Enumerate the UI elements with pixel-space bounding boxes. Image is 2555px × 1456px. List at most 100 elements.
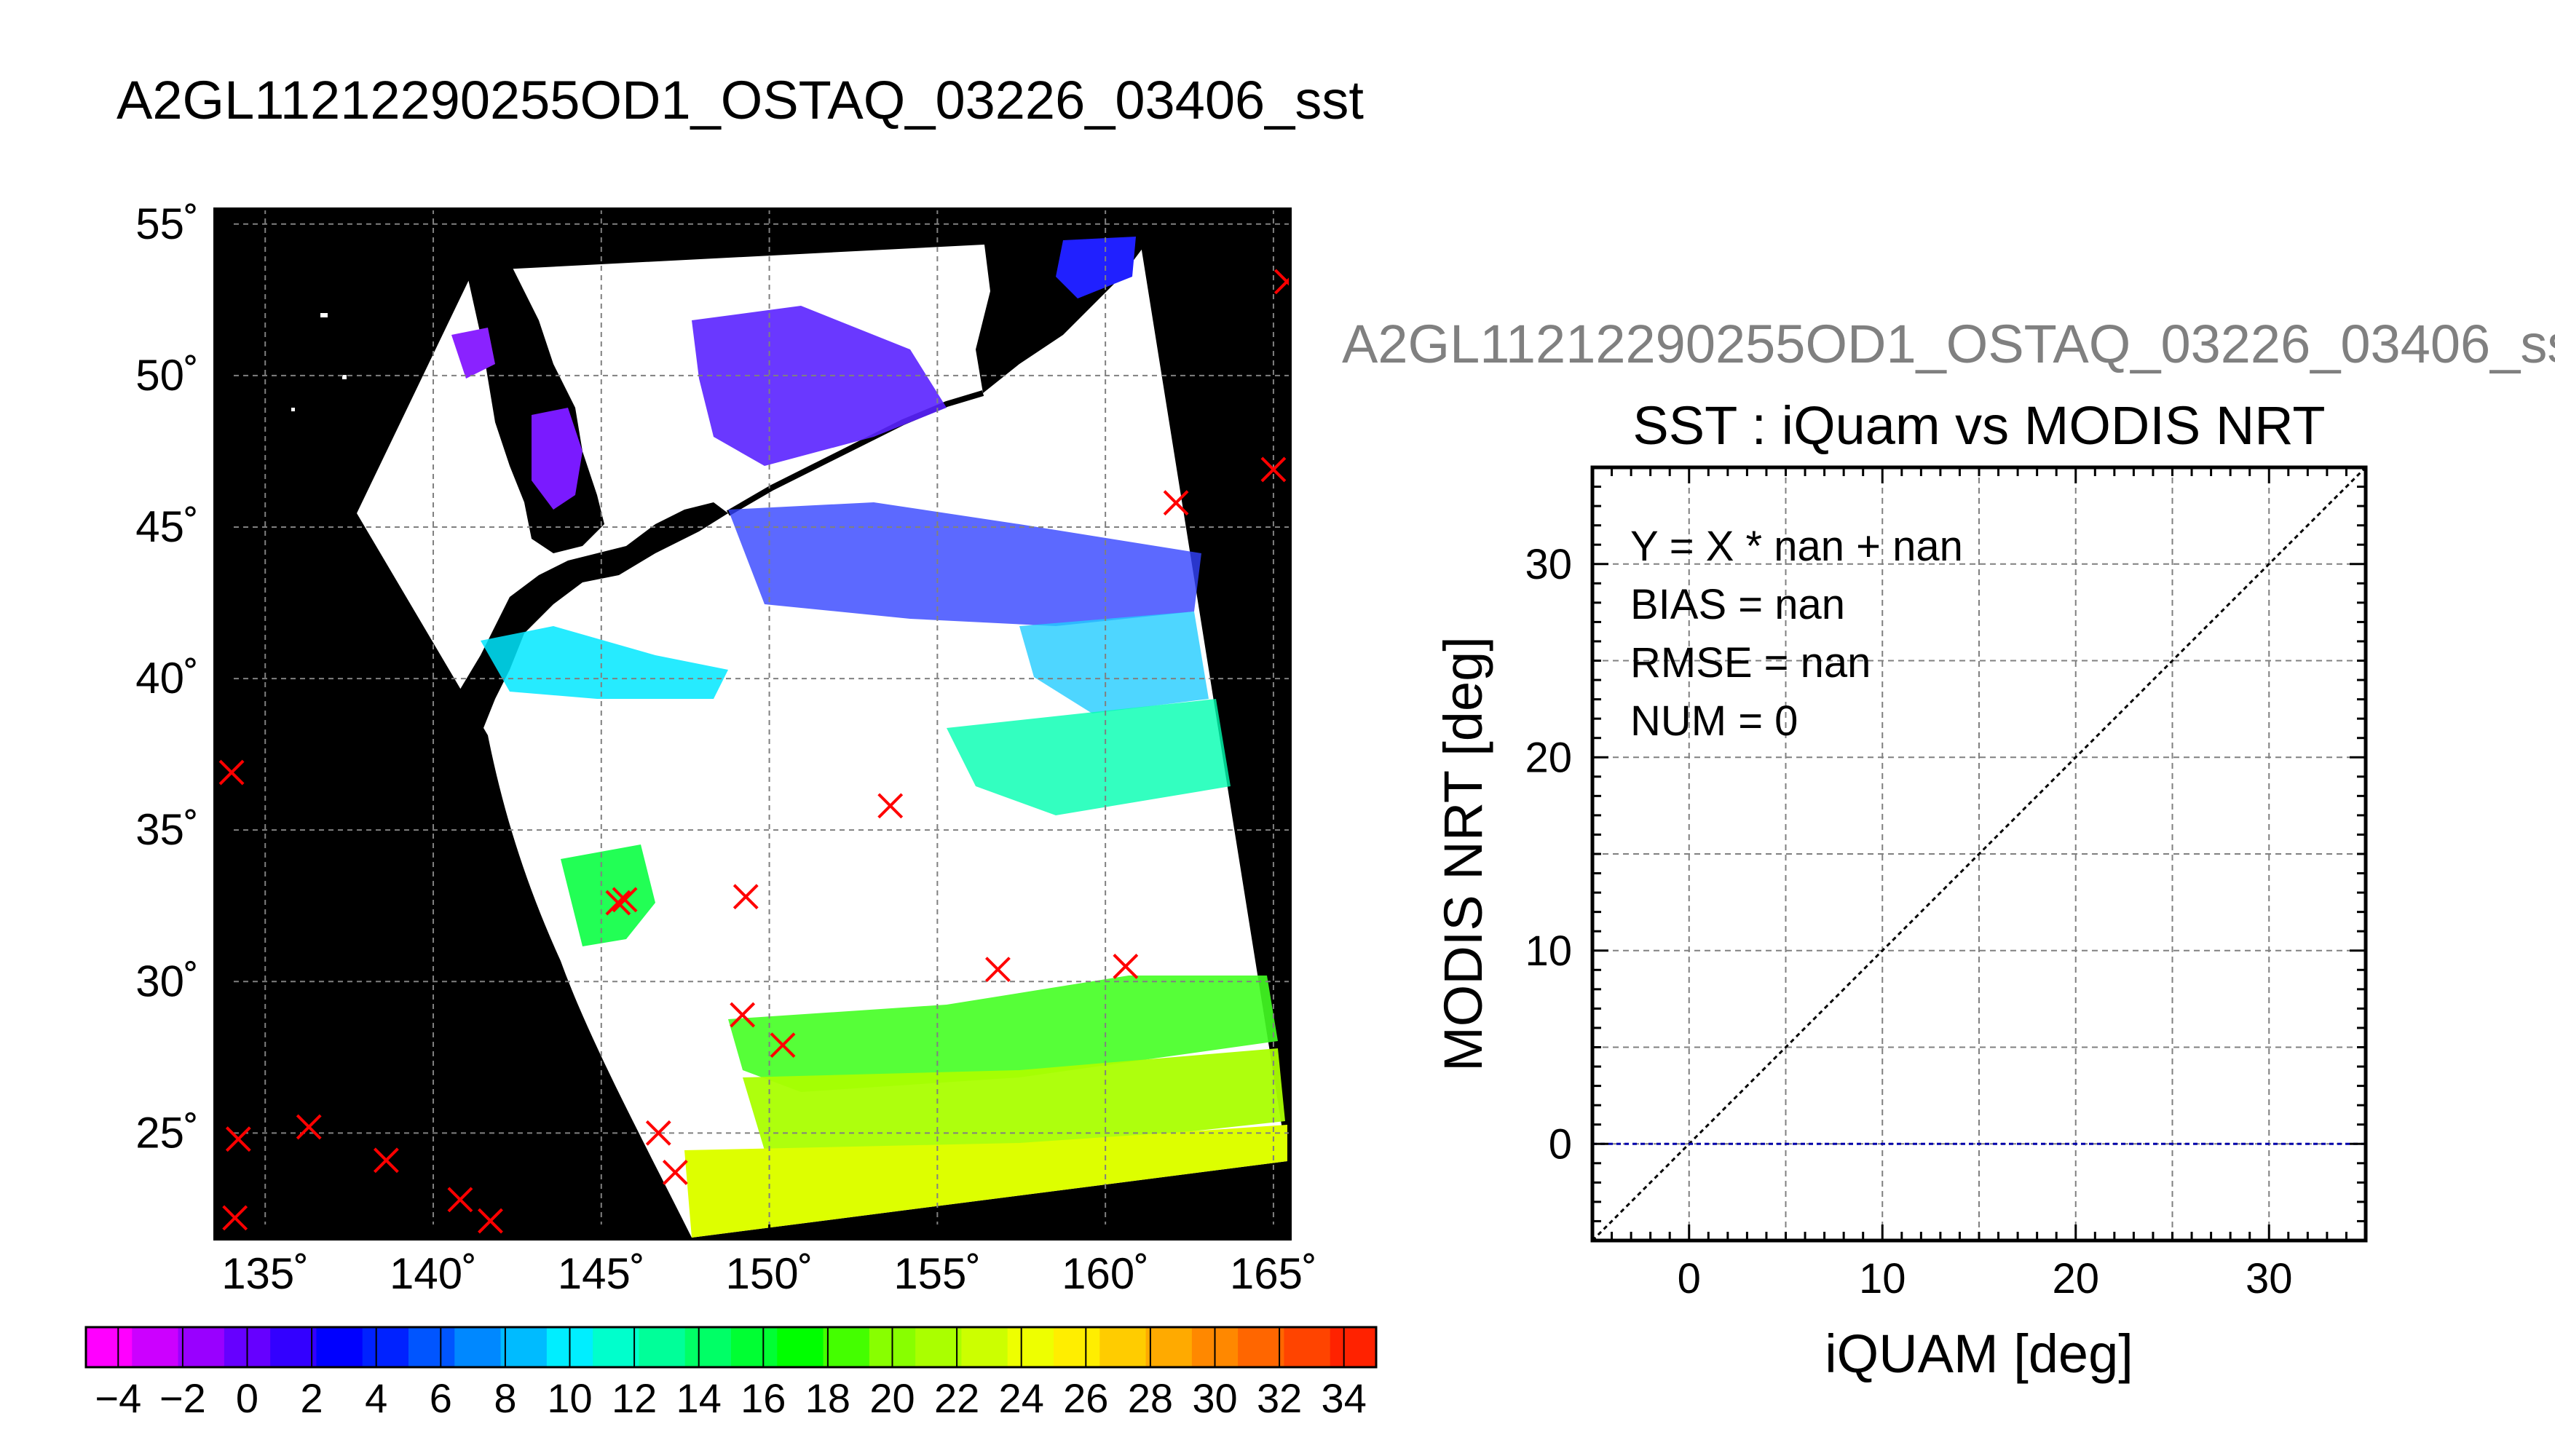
small-islands [291,313,441,441]
matchup-marker [985,957,1011,983]
sst-teal [947,699,1231,815]
sst-yellow [684,1125,1287,1238]
map-y-tick-label: 25˚ [135,1108,199,1157]
colorbar-swatch [915,1327,962,1367]
scatter-annotation: Y = X * nan + nan [1630,523,1963,570]
sst-cyan-east [1019,612,1209,713]
colorbar-swatch [500,1327,548,1367]
map-frame [213,207,1292,1241]
scatter-panel: SST : iQuam vs MODIS NRT 0 10 20 300102030 … [1433,395,2368,1384]
scatter-annotation: BIAS = nan [1630,581,1845,628]
colorbar-tick-label: 34 [1322,1375,1367,1421]
sst-cyan [481,626,728,699]
colorbar-swatch [1284,1327,1331,1367]
map-ticks: 135˚ 140˚ 145˚ 150˚ 155˚ 160˚ 165˚ 25˚ 30˚ 35˚ 40˚… [135,199,1317,1298]
map-x-tick-label: 140˚ [390,1249,477,1298]
matchup-marker [770,1032,796,1059]
scatter-x-tick-label: 20 [2052,1255,2099,1302]
matchup-marker [218,759,245,786]
matchup-marker [296,1114,322,1140]
map-y-tick-label: 55˚ [135,199,199,248]
colorbar-swatch [270,1327,317,1367]
scatter-y-tick-label: 10 [1525,927,1572,975]
colorbar-tick-label: 28 [1128,1375,1173,1421]
colorbar-swatch [961,1327,1008,1367]
colorbar-swatch [316,1327,363,1367]
scatter-x-tick-label: 30 [2246,1255,2293,1302]
scatter-annotations: Y = X * nan + nan BIAS = nan RMSE = nan NUM… [1630,523,1963,745]
map-x-tick-label: 145˚ [558,1249,645,1298]
colorbar-tick-label: 10 [547,1375,592,1421]
matchup-marker [478,1208,503,1234]
land-kuril-chain [726,390,984,516]
colorbar-tick-label: 14 [676,1375,722,1421]
colorbar-swatch [86,1327,133,1367]
sst-green-west [561,844,655,946]
matchup-marker [877,793,904,819]
sst-purple-coast [532,408,583,510]
colorbar: −4 −2 0 2 4 6 8 10 12 14 16 18 20 22 24 26 28 30 32 34 [84,1326,1378,1421]
scatter-y-tick-label: 0 [1549,1120,1572,1168]
figure-title: A2GL11212290255OD1_OSTAQ_03226_03406_sst [117,70,1364,130]
sst-blue-east [728,502,1201,626]
scatter-x-axis-label: iQUAM [deg] [1825,1324,2133,1384]
matchup-marker [730,1002,756,1028]
map-x-tick-label: 160˚ [1062,1249,1149,1298]
scatter-title: SST : iQuam vs MODIS NRT [1632,395,2325,456]
colorbar-tick-label: 8 [494,1375,516,1421]
colorbar-swatch [823,1327,870,1367]
colorbar-tick-label: −2 [159,1375,206,1421]
scatter-x-tick-label: 0 [1678,1255,1701,1302]
colorbar-swatch [639,1327,686,1367]
colorbar-tick-label: 26 [1063,1375,1108,1421]
matchup-marker [732,884,759,910]
sst-green-band [728,976,1278,1092]
colorbar-tick-label: 18 [805,1375,850,1421]
map-x-tick-label: 135˚ [221,1249,309,1298]
colorbar-swatch [1099,1327,1147,1367]
colorbar-swatch [684,1327,732,1367]
map-x-tick-label: 155˚ [893,1249,981,1298]
matchup-marker [447,1187,473,1213]
colorbar-swatch [454,1327,502,1367]
matchup-marker [1113,954,1139,979]
colorbar-tick-label: 20 [869,1375,915,1421]
matchup-marker [225,1126,251,1152]
colorbar-tick-label: 4 [365,1375,387,1421]
colorbar-swatch [593,1327,639,1367]
colorbar-swatch [1007,1327,1054,1367]
colorbar-frame [84,1326,1378,1369]
colorbar-tick-label: −4 [95,1375,141,1421]
scatter-ticks: 0 10 20 30 0 10 20 30 [1525,466,2367,1302]
map-grid [215,209,1290,1239]
side-panel-title: A2GL11212290255OD1_OSTAQ_03226_03406_sst [1342,314,2555,374]
scatter-x-tick-label: 10 [1859,1255,1906,1302]
colorbar-tick-label: 24 [999,1375,1044,1421]
sst-blue-kamchatka [1056,237,1136,298]
colorbar-swatch [1238,1327,1284,1367]
colorbar-swatch [731,1327,778,1367]
scatter-annotation: NUM = 0 [1630,697,1798,745]
colorbar-tick-label: 12 [612,1375,657,1421]
sst-yellow-green [743,1048,1285,1150]
colorbar-tick-label: 16 [741,1375,786,1421]
colorbar-swatch [362,1327,409,1367]
map-markers [218,269,1290,1234]
colorbar-swatch [132,1327,179,1367]
map-y-tick-label: 35˚ [135,805,199,854]
colorbar-swatch [777,1327,824,1367]
matchup-marker [605,890,631,916]
scatter-annotation: RMSE = nan [1630,639,1871,687]
map-x-tick-label: 165˚ [1230,1249,1317,1298]
one-to-one-line [1592,467,2366,1241]
map-y-tick-label: 40˚ [135,654,199,703]
matchup-marker [222,1205,248,1231]
matchup-marker [612,887,638,913]
map-x-tick-label: 150˚ [726,1249,813,1298]
matchup-marker [662,1160,688,1185]
matchup-marker [645,1120,671,1146]
sst-purple-patch [451,328,495,379]
map-y-tick-label: 30˚ [135,957,199,1005]
